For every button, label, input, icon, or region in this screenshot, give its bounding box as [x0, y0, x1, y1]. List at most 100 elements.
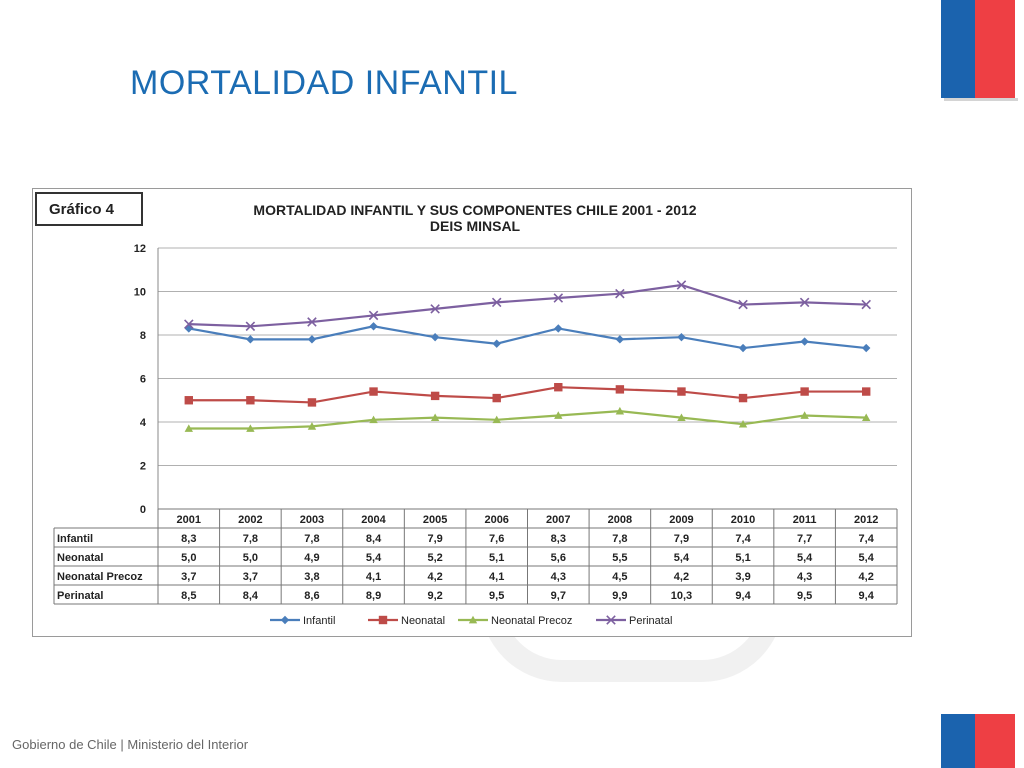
data-label: 7,9 [427, 533, 442, 545]
data-point-stroke [368, 310, 379, 321]
data-label: 9,4 [735, 590, 751, 602]
data-label: 9,2 [427, 590, 442, 602]
data-point [615, 335, 625, 344]
data-point [246, 424, 255, 432]
y-tick-label: 6 [140, 374, 146, 386]
data-point-stroke [861, 299, 871, 310]
data-point [492, 393, 501, 403]
data-label: 5,1 [735, 552, 750, 564]
chart-subtitle: DEIS MINSAL [429, 218, 521, 234]
x-tick-label: 2001 [177, 514, 201, 526]
table-row-label: Neonatal [57, 552, 103, 564]
data-point-stroke [430, 304, 440, 314]
data-point [738, 343, 748, 353]
data-point [369, 322, 378, 331]
data-label: 5,4 [674, 552, 690, 564]
y-tick-label: 2 [140, 461, 146, 473]
data-point-stroke [245, 321, 256, 332]
data-label: 9,7 [551, 590, 566, 602]
data-point [307, 398, 317, 407]
legend-label: Neonatal [401, 615, 445, 627]
x-tick-label: 2005 [423, 514, 447, 526]
y-tick-label: 12 [134, 243, 146, 255]
data-point [246, 396, 255, 405]
data-label: 4,1 [489, 571, 504, 583]
data-label: 8,3 [551, 533, 566, 545]
data-point [615, 385, 625, 394]
data-label: 3,8 [304, 571, 319, 583]
data-label: 7,8 [243, 533, 258, 545]
data-label: 4,5 [612, 571, 627, 583]
series-line-perinatal [188, 283, 867, 328]
data-label: 4,9 [304, 552, 319, 564]
data-point [492, 415, 501, 424]
data-point-stroke [184, 319, 194, 329]
data-point [368, 310, 379, 321]
data-label: 7,8 [304, 533, 319, 545]
x-tick-label: 2010 [731, 514, 755, 526]
data-label: 9,4 [859, 590, 875, 602]
x-tick-label: 2002 [238, 514, 262, 526]
data-point [430, 332, 440, 342]
data-point [369, 387, 378, 396]
data-label: 8,4 [243, 590, 259, 602]
data-point-stroke [738, 299, 748, 310]
data-point [430, 304, 440, 314]
flag-red-stripe [975, 714, 1015, 768]
flag-logo-bottom [941, 714, 1015, 768]
data-label: 7,4 [859, 533, 875, 545]
chart-number-label: Gráfico 4 [35, 192, 143, 226]
data-label: 9,9 [612, 590, 627, 602]
data-label: 8,5 [181, 590, 196, 602]
data-point [861, 299, 871, 310]
data-label: 8,3 [181, 533, 196, 545]
data-label: 4,2 [859, 571, 874, 583]
data-point [738, 299, 748, 310]
data-label: 5,1 [489, 552, 504, 564]
data-point [184, 424, 193, 432]
data-point-stroke [307, 317, 317, 327]
series-line-neonatal [188, 386, 867, 404]
data-label: 7,7 [797, 533, 812, 545]
data-point [800, 387, 809, 396]
data-label: 5,6 [551, 552, 566, 564]
data-label: 7,4 [735, 533, 751, 545]
data-point [491, 297, 502, 308]
flag-blue-stripe [941, 714, 975, 768]
legend-marker [378, 615, 388, 625]
data-label: 4,2 [427, 571, 442, 583]
data-point-stroke [676, 280, 687, 290]
data-point [615, 288, 625, 299]
data-label: 10,3 [671, 590, 692, 602]
legend-label: Perinatal [629, 615, 672, 627]
series-line-neonatal-precoz [188, 410, 867, 430]
legend-marker-stroke [606, 615, 616, 625]
y-tick-label: 4 [140, 417, 147, 429]
legend-label: Infantil [303, 615, 335, 627]
data-point [677, 387, 686, 396]
flag-blue-stripe [941, 0, 975, 98]
series-line-infantil [188, 325, 867, 350]
data-label: 9,5 [797, 590, 812, 602]
data-label: 4,3 [551, 571, 566, 583]
data-label: 4,3 [797, 571, 812, 583]
data-point [799, 297, 810, 308]
data-point [677, 413, 686, 422]
data-point [307, 317, 317, 327]
y-tick-label: 8 [140, 330, 146, 342]
data-point [862, 387, 871, 396]
data-point [245, 321, 256, 332]
data-label: 5,0 [181, 552, 196, 564]
x-tick-label: 2007 [546, 514, 570, 526]
data-label: 4,2 [674, 571, 689, 583]
data-label: 5,5 [612, 552, 627, 564]
data-point [369, 415, 378, 424]
table-row-label: Perinatal [57, 590, 103, 602]
legend-marker [280, 615, 290, 625]
data-point [554, 411, 563, 419]
data-point [677, 332, 686, 342]
data-label: 9,5 [489, 590, 504, 602]
data-point [184, 319, 194, 329]
data-point [184, 396, 193, 405]
x-tick-label: 2004 [361, 514, 386, 526]
